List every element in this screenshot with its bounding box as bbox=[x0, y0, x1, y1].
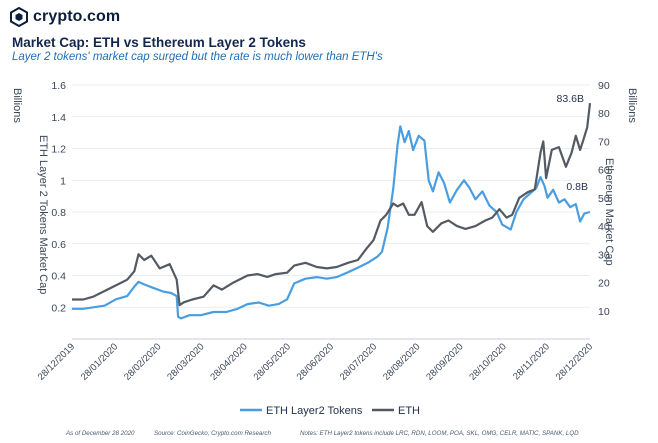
right-axis-label: Ethereum Market Cap bbox=[603, 158, 615, 266]
layer2-series-line bbox=[72, 125, 591, 320]
chart-title: Market Cap: ETH vs Ethereum Layer 2 Toke… bbox=[12, 35, 306, 50]
x-tick-label: 28/01/2020 bbox=[79, 341, 120, 382]
right-tick-label: 60 bbox=[598, 165, 610, 177]
x-tick-label: 28/07/2020 bbox=[338, 341, 379, 382]
left-tick-label: 1 bbox=[60, 175, 66, 187]
left-axis-unit: Billions bbox=[11, 88, 23, 123]
left-tick-label: 0.6 bbox=[51, 239, 66, 251]
footer-notes: Notes: ETH Layer2 tokens include LRC, RD… bbox=[300, 430, 579, 437]
left-tick-label: 0.4 bbox=[51, 271, 66, 283]
right-tick-label: 40 bbox=[598, 221, 610, 233]
x-tick-label: 28/12/2020 bbox=[554, 341, 595, 382]
x-tick-label: 28/11/2020 bbox=[511, 341, 552, 382]
x-tick-label: 28/04/2020 bbox=[208, 341, 249, 382]
x-tick-label: 28/08/2020 bbox=[381, 341, 422, 382]
right-axis-unit: Billions bbox=[626, 88, 638, 123]
left-tick-label: 0.2 bbox=[51, 302, 66, 314]
legend-eth-label: ETH bbox=[398, 405, 420, 417]
right-tick-label: 20 bbox=[598, 278, 610, 290]
left-axis-label: ETH Layer 2 Tokens Market Cap bbox=[37, 135, 49, 294]
layer2-end-label: 0.8B bbox=[566, 181, 588, 193]
right-tick-label: 10 bbox=[598, 306, 610, 318]
left-tick-label: 0.8 bbox=[51, 207, 66, 219]
x-tick-label: 28/09/2020 bbox=[424, 341, 465, 382]
chart-subtitle: Layer 2 tokens' market cap surged but th… bbox=[12, 51, 383, 63]
x-tick-label: 28/03/2020 bbox=[165, 341, 206, 382]
footer-source: Source: CoinGecko, Crypto.com Research bbox=[154, 430, 271, 437]
eth-series-line bbox=[72, 102, 592, 307]
x-tick-label: 28/05/2020 bbox=[252, 341, 293, 382]
footer-date: As of December 28 2020 bbox=[66, 430, 135, 437]
x-tick-label: 28/10/2020 bbox=[467, 341, 508, 382]
right-tick-label: 80 bbox=[598, 108, 610, 120]
left-tick-label: 1.2 bbox=[51, 144, 66, 156]
left-tick-label: 1.4 bbox=[51, 112, 66, 124]
right-tick-label: 50 bbox=[598, 193, 610, 205]
brand-name: crypto.com bbox=[33, 8, 121, 25]
legend-layer2-label: ETH Layer2 Tokens bbox=[266, 405, 363, 417]
crypto-com-lion-shield-icon bbox=[10, 7, 28, 27]
brand-logo: crypto.com bbox=[10, 6, 120, 28]
left-tick-label: 1.6 bbox=[51, 80, 66, 92]
right-tick-label: 30 bbox=[598, 249, 610, 261]
right-tick-label: 70 bbox=[598, 136, 610, 148]
right-tick-label: 90 bbox=[598, 80, 610, 92]
x-tick-label: 28/06/2020 bbox=[295, 341, 336, 382]
x-tick-label: 28/12/2019 bbox=[36, 341, 77, 382]
x-tick-label: 28/02/2020 bbox=[122, 341, 163, 382]
eth-end-label: 83.6B bbox=[557, 93, 584, 105]
